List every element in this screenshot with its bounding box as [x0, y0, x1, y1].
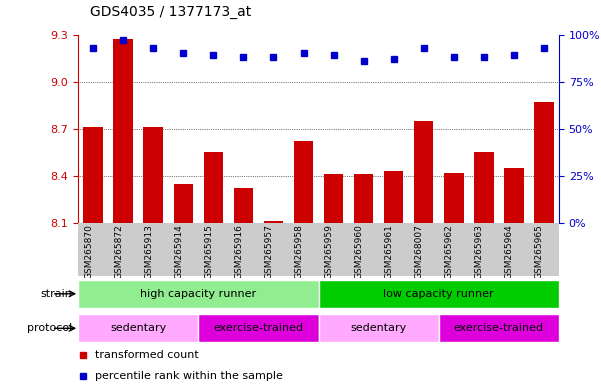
Text: GSM265915: GSM265915: [204, 224, 213, 279]
Bar: [234, 188, 253, 223]
Text: sedentary: sedentary: [350, 323, 407, 333]
Text: percentile rank within the sample: percentile rank within the sample: [95, 371, 283, 381]
Bar: [264, 221, 283, 223]
Text: GSM265959: GSM265959: [325, 224, 334, 279]
Text: sedentary: sedentary: [110, 323, 166, 333]
Bar: [319, 280, 559, 308]
Text: protocol: protocol: [27, 323, 72, 333]
Text: GSM265960: GSM265960: [355, 224, 364, 279]
Text: GSM265870: GSM265870: [84, 224, 93, 279]
Bar: [414, 121, 433, 223]
Bar: [534, 102, 554, 223]
Text: exercise-trained: exercise-trained: [454, 323, 544, 333]
Text: GSM265913: GSM265913: [144, 224, 153, 279]
Text: GSM268007: GSM268007: [415, 224, 424, 279]
Bar: [174, 184, 193, 223]
Bar: [354, 174, 373, 223]
Bar: [319, 314, 439, 342]
Text: GSM265872: GSM265872: [114, 224, 123, 278]
Bar: [198, 314, 319, 342]
Text: exercise-trained: exercise-trained: [213, 323, 304, 333]
Text: GDS4035 / 1377173_at: GDS4035 / 1377173_at: [90, 5, 251, 19]
Text: GSM265957: GSM265957: [264, 224, 273, 279]
Bar: [324, 174, 343, 223]
Bar: [294, 141, 313, 223]
Text: GSM265961: GSM265961: [385, 224, 394, 279]
Bar: [444, 172, 463, 223]
Bar: [384, 171, 403, 223]
Bar: [78, 314, 198, 342]
Text: GSM265965: GSM265965: [535, 224, 544, 279]
Text: GSM265962: GSM265962: [445, 224, 454, 278]
Text: GSM265914: GSM265914: [174, 224, 183, 278]
Text: GSM265963: GSM265963: [475, 224, 484, 279]
Bar: [144, 127, 163, 223]
Bar: [78, 280, 319, 308]
Text: GSM265916: GSM265916: [234, 224, 243, 279]
Text: GSM265964: GSM265964: [505, 224, 514, 278]
Bar: [439, 314, 559, 342]
Bar: [114, 39, 133, 223]
Text: GSM265958: GSM265958: [294, 224, 304, 279]
Text: low capacity runner: low capacity runner: [383, 289, 494, 299]
Text: strain: strain: [40, 289, 72, 299]
Bar: [504, 168, 523, 223]
Bar: [204, 152, 223, 223]
Bar: [474, 152, 493, 223]
Bar: [84, 127, 103, 223]
Text: transformed count: transformed count: [95, 350, 199, 360]
Text: high capacity runner: high capacity runner: [140, 289, 257, 299]
